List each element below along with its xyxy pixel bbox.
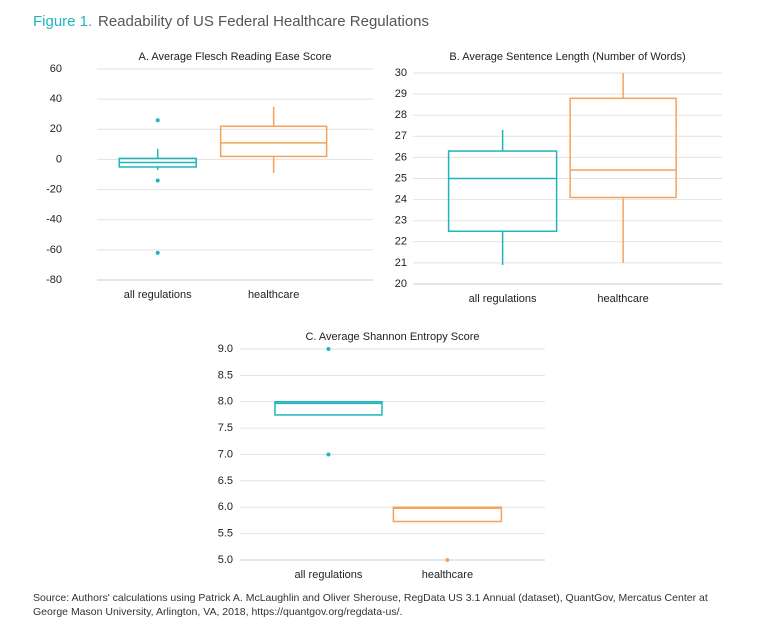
y-tick-label: 25: [395, 172, 407, 184]
y-tick-label: 22: [395, 236, 407, 248]
outlier: [155, 178, 160, 183]
box: [447, 150, 558, 233]
x-tick-label: healthcare: [248, 289, 299, 301]
y-tick-label: 9.0: [218, 343, 233, 355]
box: [219, 125, 328, 158]
y-tick-label: 26: [395, 151, 407, 163]
chart-title: B. Average Sentence Length (Number of Wo…: [449, 51, 685, 63]
y-tick-label: 60: [50, 63, 62, 75]
y-tick-label: 5.5: [218, 528, 233, 540]
source-note: Source: Authors' calculations using Patr…: [33, 592, 708, 618]
x-tick-label: all regulations: [124, 289, 192, 301]
box: [392, 506, 503, 523]
y-tick-label: 30: [395, 67, 407, 79]
y-tick-label: 20: [50, 123, 62, 135]
x-tick-label: healthcare: [422, 569, 473, 581]
y-tick-label: 21: [395, 257, 407, 269]
y-tick-label: 8.0: [218, 396, 233, 408]
chart-title: A. Average Flesch Reading Ease Score: [138, 51, 331, 63]
y-tick-label: 40: [50, 93, 62, 105]
x-tick-label: all regulations: [295, 569, 363, 581]
outlier: [155, 250, 160, 255]
y-tick-label: 5.0: [218, 554, 233, 566]
y-tick-label: 7.5: [218, 422, 233, 434]
y-tick-label: 8.5: [218, 369, 233, 381]
y-tick-label: 0: [56, 153, 62, 165]
y-tick-label: 20: [395, 278, 407, 290]
y-tick-label: 27: [395, 130, 407, 142]
y-tick-label: 23: [395, 215, 407, 227]
outlier: [326, 452, 331, 457]
figure-title: Readability of US Federal Healthcare Reg…: [98, 13, 429, 30]
y-tick-label: 6.5: [218, 475, 233, 487]
y-tick-label: 29: [395, 88, 407, 100]
y-tick-label: -20: [46, 183, 62, 195]
x-tick-label: healthcare: [597, 293, 648, 305]
chart-title: C. Average Shannon Entropy Score: [305, 331, 479, 343]
box: [274, 401, 383, 416]
y-tick-label: 28: [395, 109, 407, 121]
y-tick-label: -80: [46, 274, 62, 286]
figure-label: Figure 1.: [33, 13, 92, 30]
y-tick-label: -60: [46, 244, 62, 256]
chart: Figure 1. Readability of US Federal Heal…: [33, 13, 722, 581]
y-tick-label: 7.0: [218, 448, 233, 460]
y-tick-label: -40: [46, 214, 62, 226]
x-tick-label: all regulations: [469, 293, 537, 305]
outlier: [445, 558, 450, 562]
box: [569, 97, 677, 199]
outlier: [155, 118, 160, 123]
outlier: [326, 347, 331, 351]
y-tick-label: 6.0: [218, 501, 233, 513]
y-tick-label: 24: [395, 194, 407, 206]
